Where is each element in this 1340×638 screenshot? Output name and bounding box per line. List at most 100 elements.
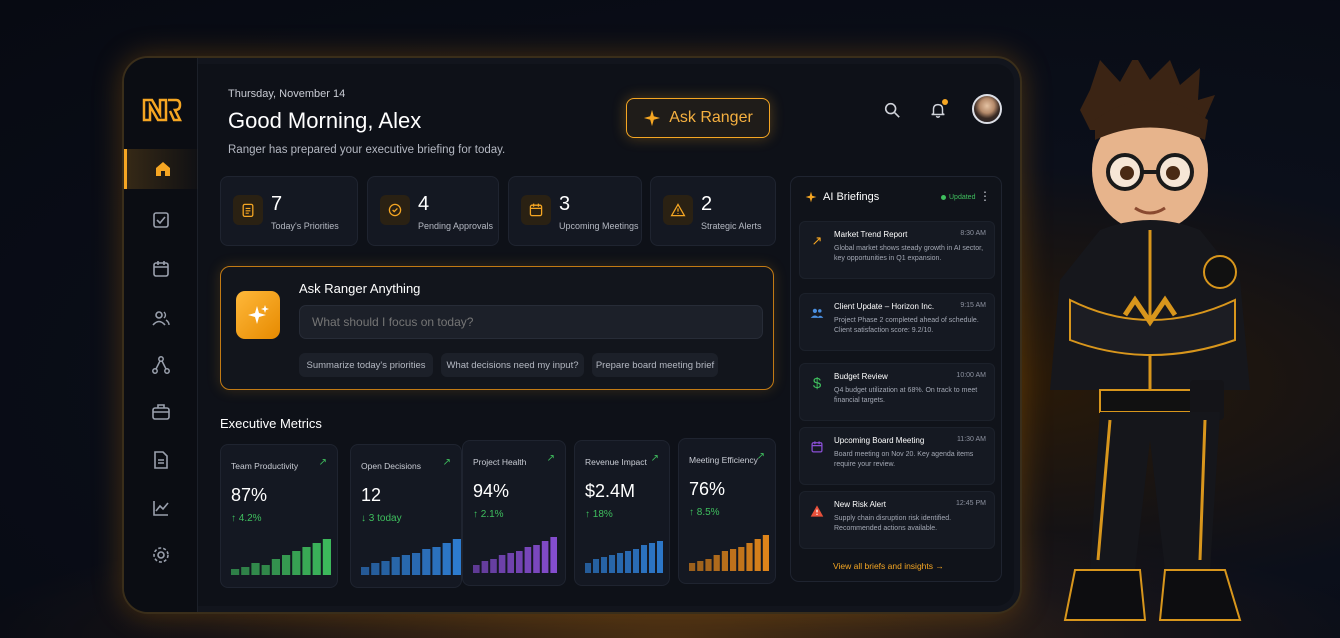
search-button[interactable] [880,98,904,122]
sparkbar [762,535,769,571]
metric-label: Revenue Impact [585,457,647,467]
sparkbar [498,555,506,573]
sparkbar [361,567,370,575]
sparkbar [705,559,712,571]
briefing-item[interactable]: ↗ Market Trend Report 8:30 AM Global mar… [799,221,995,279]
metric-card[interactable]: Project Health ↗ 94% ↑ 2.1% [462,440,566,586]
brief-title: Client Update – Horizon Inc. [834,302,935,311]
sparkbar [261,565,270,575]
sidebar-item-tasks[interactable] [124,200,198,240]
sidebar-item-projects[interactable] [124,392,198,432]
sparkles-icon [236,291,280,339]
sidebar-item-network[interactable] [124,345,198,385]
metric-sparkbars [231,539,331,575]
brief-title: Budget Review [834,372,888,381]
tasks-icon [153,212,169,228]
trend-up-icon: ↗ [756,451,765,462]
briefing-item[interactable]: $ Budget Review 10:00 AM Q4 budget utili… [799,363,995,421]
brief-text: Board meeting on Nov 20. Key agenda item… [834,451,974,468]
view-all-briefs-link[interactable]: View all briefs and insights → [833,561,944,571]
suggestion-chip[interactable]: Summarize today's priorities [299,353,433,377]
calendar-icon [808,438,826,456]
metric-value: $2.4M [585,481,636,501]
notification-dot [942,99,948,105]
sidebar-item-analytics[interactable] [124,488,198,528]
sparkbar [754,539,761,571]
briefings-header: AI Briefings [805,191,879,203]
more-options-icon[interactable]: ⋮ [979,189,991,203]
metric-label: Team Productivity [231,461,299,471]
sparkbar [231,569,240,575]
greeting-title: Good Morning, Alex [228,108,422,133]
stat-card-approvals[interactable]: 4 Pending Approvals [367,176,499,246]
sparkbar [721,551,728,571]
sparkbar [533,545,540,573]
metric-value: 76% [689,479,726,499]
sparkbar [550,537,557,573]
metric-change: ↑ 18% [585,509,613,520]
sparkbar [481,561,489,573]
stat-card-meetings[interactable]: 3 Upcoming Meetings [508,176,642,246]
sidebar-item-settings[interactable] [124,535,198,575]
analytics-icon [153,501,169,516]
updated-badge: Updated [941,194,975,201]
suggestion-chip[interactable]: What decisions need my input? [441,353,584,377]
sparkbar [625,551,631,573]
dashboard-window: Thursday, November 14 Good Morning, Alex… [122,56,1022,614]
sparkbar [507,553,514,573]
ask-ranger-button[interactable]: Ask Ranger [626,98,770,138]
brief-text: Supply chain disruption risk identified.… [834,515,952,532]
sparkbar [442,543,451,575]
ranger-mascot-illustration [1050,60,1250,621]
main-content: Thursday, November 14 Good Morning, Alex… [198,58,1020,612]
metric-card[interactable]: Team Productivity ↗ 87% ↑ 4.2% [220,444,338,588]
trend-up-icon: ↗ [546,453,555,464]
settings-icon [153,547,169,563]
sidebar-item-calendar[interactable] [124,249,198,289]
warning-icon [663,195,693,225]
sparkbar [412,553,421,575]
sidebar-item-documents[interactable] [124,440,198,480]
stat-card-alerts[interactable]: 2 Strategic Alerts [650,176,776,246]
trend-up-icon: ↗ [811,233,823,248]
sidebar-item-home[interactable] [124,149,198,189]
stat-card-priorities[interactable]: 7 Today's Priorities [220,176,358,246]
sparkbar [241,567,250,575]
suggestion-chip[interactable]: Prepare board meeting brief [592,353,718,377]
sparkbar [302,547,311,575]
briefing-item[interactable]: New Risk Alert 12:45 PM Supply chain dis… [799,491,995,549]
updated-badge-label: Updated [949,194,976,201]
sidebar [124,58,198,612]
brief-text: Project Phase 2 completed ahead of sched… [834,317,979,334]
metric-card[interactable]: Meeting Efficiency ↗ 76% ↑ 8.5% [678,438,776,584]
user-avatar[interactable] [972,94,1002,124]
sparkbar [381,561,390,575]
sparkbar [371,563,380,575]
notifications-button[interactable] [926,98,950,122]
sparkbar [391,557,400,575]
calendar-icon [521,195,551,225]
ask-ranger-input[interactable] [299,305,763,339]
briefing-item[interactable]: Client Update – Horizon Inc. 9:15 AM Pro… [799,293,995,351]
briefing-item[interactable]: Upcoming Board Meeting 11:30 AM Board me… [799,427,995,485]
calendar-icon [153,261,169,277]
metric-card[interactable]: Revenue Impact ↗ $2.4M ↑ 18% [574,440,670,586]
home-icon [155,162,170,176]
sparkbar [617,553,623,573]
brand-logo[interactable] [142,96,183,126]
sparkbar [746,543,753,571]
sparkbar [312,543,321,575]
sidebar-item-team[interactable] [124,298,198,338]
sparkbar [282,555,291,575]
metric-label: Meeting Efficiency [689,455,758,465]
brief-time: 9:15 AM [960,302,986,309]
metrics-section-title: Executive Metrics [220,416,322,431]
metric-card[interactable]: Open Decisions ↗ 12 ↓ 3 today [350,444,462,588]
metric-change: ↑ 8.5% [689,507,720,518]
stat-value: 3 [559,193,571,215]
brief-title: New Risk Alert [834,500,887,509]
sparkbar [401,555,410,575]
trend-up-icon: ↗ [318,457,327,468]
sparkbar [641,545,647,573]
metric-value: 87% [231,485,268,505]
